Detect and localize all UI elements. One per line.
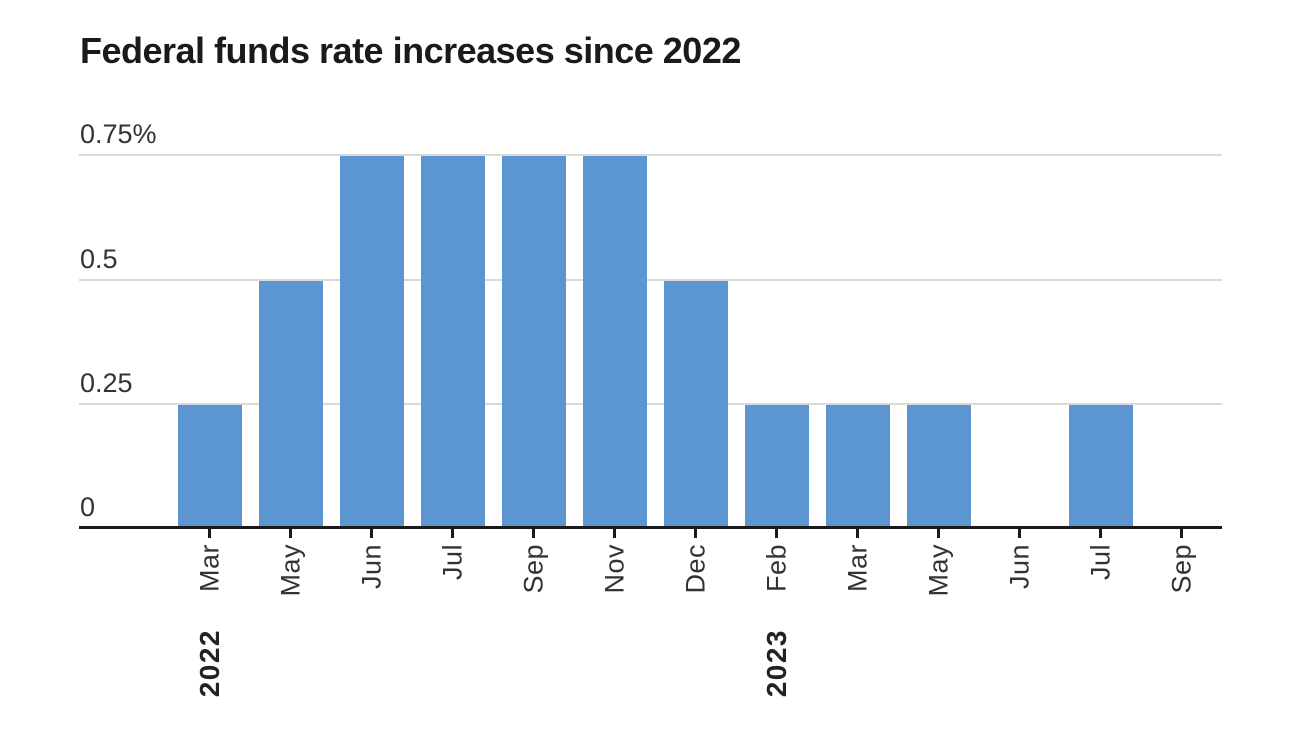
x-axis-tick [451, 529, 454, 538]
tick-slot [817, 529, 898, 538]
bar-slot [574, 0, 655, 526]
bar-slot [979, 0, 1060, 526]
tick-slot [1060, 529, 1141, 538]
tick-slot [331, 529, 412, 538]
y-axis-label: 0.75% [80, 119, 157, 149]
x-axis-ticks [169, 529, 1222, 538]
x-axis-tick [208, 529, 211, 538]
bar-slot [250, 0, 331, 526]
bar [258, 281, 323, 526]
bar [501, 156, 566, 526]
year-label: 2023 [760, 629, 792, 698]
x-axis-tick [289, 529, 292, 538]
bar-slot [493, 0, 574, 526]
bar [744, 405, 809, 526]
x-axis-label: May [275, 544, 305, 597]
tick-slot [736, 529, 817, 538]
gridline [79, 154, 1222, 156]
bar-slot [331, 0, 412, 526]
x-axis-label: Feb [761, 544, 791, 593]
bar [1068, 405, 1133, 526]
y-axis-label: 0.5 [80, 244, 118, 274]
bar [906, 405, 971, 526]
bars [169, 0, 1222, 526]
x-axis-tick [370, 529, 373, 538]
bar [663, 281, 728, 526]
x-axis-label: Jul [1085, 544, 1115, 581]
bar-slot [412, 0, 493, 526]
tick-slot [1141, 529, 1222, 538]
tick-slot [574, 529, 655, 538]
bar-slot [169, 0, 250, 526]
x-axis-label: May [923, 544, 953, 597]
x-axis-tick [613, 529, 616, 538]
x-axis-tick [775, 529, 778, 538]
bar [420, 156, 485, 526]
bar-slot [817, 0, 898, 526]
bar-slot [898, 0, 979, 526]
tick-slot [412, 529, 493, 538]
bar-slot [1141, 0, 1222, 526]
x-axis-label: Mar [194, 544, 224, 592]
bar-slot [1060, 0, 1141, 526]
y-axis-label: 0.25 [80, 368, 133, 398]
x-axis-label: Jun [356, 544, 386, 590]
x-axis-label: Jun [1004, 544, 1034, 590]
x-axis-label: Jul [437, 544, 467, 581]
year-label: 2022 [193, 629, 225, 698]
x-axis-tick [1018, 529, 1021, 538]
x-axis-line [79, 526, 1222, 529]
x-axis-label: Sep [1166, 544, 1196, 594]
x-axis-tick [532, 529, 535, 538]
tick-slot [493, 529, 574, 538]
gridline [79, 403, 1222, 405]
bar [582, 156, 647, 526]
tick-slot [655, 529, 736, 538]
x-axis-tick [1180, 529, 1183, 538]
bar-slot [736, 0, 817, 526]
x-axis-label: Nov [599, 544, 629, 594]
bar-slot [655, 0, 736, 526]
gridline [79, 279, 1222, 281]
tick-slot [979, 529, 1060, 538]
x-axis-label: Dec [680, 544, 710, 594]
x-axis-tick [937, 529, 940, 538]
tick-slot [250, 529, 331, 538]
x-axis-label: Sep [518, 544, 548, 594]
bar [177, 405, 242, 526]
chart-title: Federal funds rate increases since 2022 [80, 30, 741, 71]
tick-slot [169, 529, 250, 538]
y-axis-label: 0 [80, 492, 96, 522]
x-axis-label: Mar [842, 544, 872, 592]
plot-area: 0.75% 0.5 0.25 0 Mar May Jun Jul Sep Nov Dec Feb Ma… [79, 0, 1222, 736]
x-axis-tick [694, 529, 697, 538]
bar [339, 156, 404, 526]
x-axis-tick [1099, 529, 1102, 538]
tick-slot [898, 529, 979, 538]
x-axis-tick [856, 529, 859, 538]
bar [825, 405, 890, 526]
